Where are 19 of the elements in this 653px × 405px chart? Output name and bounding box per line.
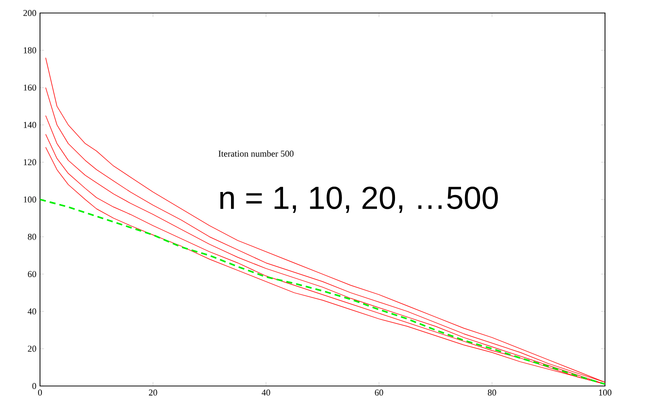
x-tick-label: 20 [148, 390, 158, 396]
y-tick-label: 20 [28, 346, 36, 352]
y-tick-label: 80 [28, 234, 36, 240]
y-tick-label: 200 [23, 10, 36, 16]
y-tick-label: 160 [24, 84, 36, 91]
y-tick-label: 40 [28, 308, 36, 314]
y-tick-label: 140 [24, 122, 36, 128]
y-tick-label: 120 [24, 159, 36, 166]
y-tick-label: 0 [32, 382, 36, 390]
x-tick-label: 60 [374, 390, 384, 396]
annotation: Iteration number 500 [218, 150, 294, 157]
x-tick-label: 80 [488, 390, 496, 396]
y-tick-label: 60 [28, 271, 36, 278]
y-tick-label: 100 [24, 196, 36, 203]
annotation: n = 1, 10, 20, …500 [220, 186, 498, 213]
x-tick-label: 100 [599, 390, 612, 396]
x-tick-label: 0 [38, 390, 42, 396]
y-tick-label: 180 [24, 47, 36, 54]
x-tick-label: 40 [262, 390, 270, 396]
